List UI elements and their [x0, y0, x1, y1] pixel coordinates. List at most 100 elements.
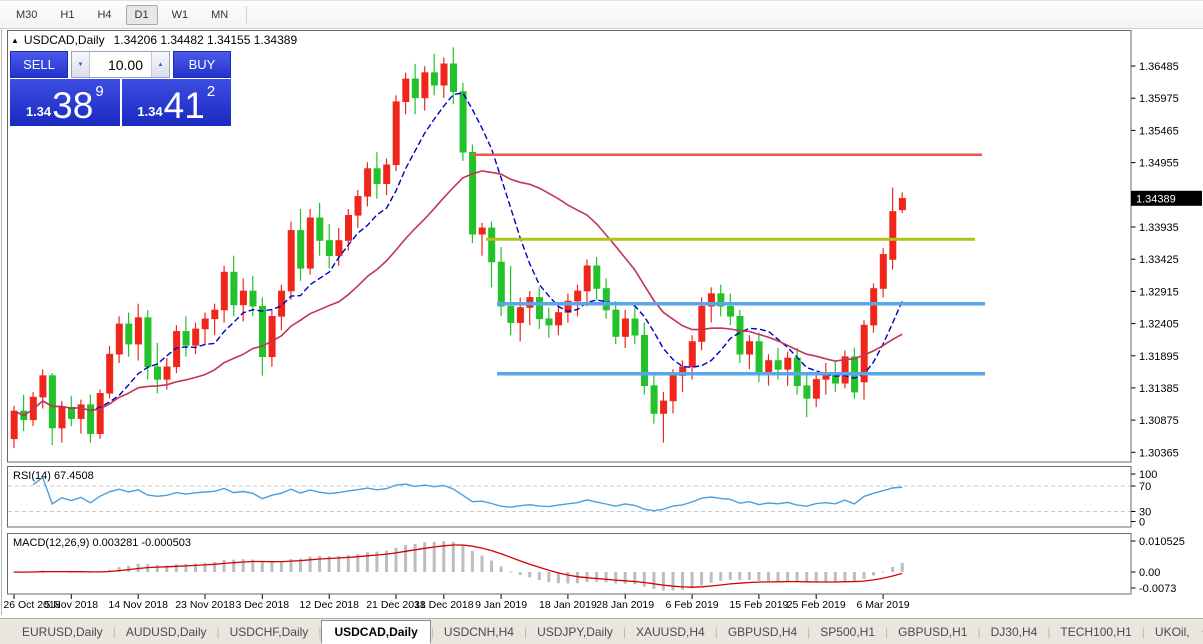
buy-price-pip: 2	[206, 83, 216, 100]
chart-tab-usdchf-daily[interactable]: USDCHF,Daily	[229, 624, 309, 639]
price-tick-label: 1.32915	[1139, 286, 1179, 298]
macd-histogram-bar	[308, 556, 312, 572]
current-price-tag: 1.34389	[1131, 190, 1202, 206]
macd-histogram-bar	[738, 572, 742, 581]
candle	[373, 168, 381, 185]
candle	[239, 290, 247, 306]
macd-histogram-bar	[681, 572, 684, 590]
candle	[555, 312, 563, 326]
macd-histogram-bar	[604, 572, 608, 583]
tab-separator: |	[1047, 624, 1051, 639]
timeframe-button-h4[interactable]: H4	[88, 5, 120, 25]
sell-price-display[interactable]: 1.34 38 9	[10, 79, 120, 126]
macd-histogram-bar	[299, 558, 302, 572]
slow-ma-line	[13, 170, 903, 417]
tab-scroll-left-icon[interactable]: ◄	[1200, 626, 1203, 637]
macd-histogram-bar	[423, 542, 427, 572]
timeframe-button-m30[interactable]: M30	[7, 5, 46, 25]
chart-tab-xauusd-h4[interactable]: XAUUSD,H4	[636, 624, 705, 639]
macd-histogram-bar	[346, 555, 350, 572]
chart-tab-tech100-h1[interactable]: TECH100,H1	[1060, 624, 1132, 639]
date-tick-label: 14 Nov 2018	[108, 599, 168, 611]
candle	[220, 271, 228, 311]
macd-indicator-label: MACD(12,26,9) 0.003281 -0.000503	[13, 537, 191, 549]
buy-button[interactable]: BUY	[173, 51, 231, 78]
horizontal-lines[interactable]	[472, 153, 985, 376]
sell-price-prefix: 1.34	[25, 104, 52, 119]
chart-tab-ukoil-[interactable]: UKOil,	[1154, 624, 1190, 639]
buy-price-prefix: 1.34	[137, 104, 163, 119]
macd-histogram-bar	[786, 572, 790, 581]
chart-title: ▲ USDCAD,Daily 1.34206 1.34482 1.34155 1…	[11, 33, 297, 47]
chart-tab-gbpusd-h1[interactable]: GBPUSD,H1	[898, 624, 968, 639]
candle	[679, 366, 687, 376]
sell-button[interactable]: SELL	[10, 51, 68, 78]
volume-input[interactable]: 10.00	[107, 56, 143, 73]
timeframe-button-w1[interactable]: W1	[163, 5, 198, 25]
chart-tab-usdcnh-h4[interactable]: USDCNH,H4	[443, 624, 514, 639]
chart-tab-eurusd-daily[interactable]: EURUSD,Daily	[22, 624, 103, 639]
macd-histogram-bar	[222, 559, 226, 572]
tab-separator: |	[112, 624, 116, 639]
candle	[134, 317, 142, 345]
collapse-triangle-icon[interactable]: ▲	[11, 35, 19, 45]
macd-histogram-bar	[862, 572, 866, 579]
candle	[125, 323, 133, 345]
chart-tab-audusd-daily[interactable]: AUDUSD,Daily	[125, 624, 207, 639]
candle	[621, 318, 629, 337]
buy-price-display[interactable]: 1.34 41 2	[121, 79, 231, 126]
chart-tab-gbpusd-h4[interactable]: GBPUSD,H4	[727, 624, 798, 639]
candle	[96, 392, 104, 434]
sell-price-big: 38	[52, 85, 94, 127]
chart-tab-usdjpy-daily[interactable]: USDJPY,Daily	[537, 624, 613, 639]
date-tick-label: 23 Nov 2018	[175, 599, 235, 611]
candle	[354, 196, 362, 216]
macd-histogram-bar	[805, 572, 809, 583]
sell-price-pip: 9	[95, 83, 104, 100]
macd-histogram-bar	[824, 572, 828, 583]
candle	[392, 101, 400, 166]
rsi-tick-label: 70	[1139, 481, 1151, 493]
candle	[39, 375, 47, 398]
chart-tab-dj30-h4[interactable]: DJ30,H4	[990, 624, 1038, 639]
volume-decrease-button[interactable]: ▼	[72, 52, 90, 77]
price-axis: 1.36485 1.35975 1.35465 1.34955 1.33935 1.334…	[1131, 61, 1179, 459]
macd-histogram-bar	[470, 551, 474, 572]
timeframe-toolbar: M30 H1 H4 D1 W1 MN	[0, 0, 1203, 29]
macd-histogram-bar	[480, 555, 484, 572]
chart-tab-sp500-h1[interactable]: SP500,H1	[820, 624, 875, 639]
macd-histogram-bar	[270, 562, 274, 572]
timeframe-button-d1[interactable]: D1	[125, 4, 158, 25]
macd-histogram-bar	[117, 567, 121, 572]
candle	[478, 227, 486, 235]
one-click-trading-panel: SELL ▼ 10.00 ▲ BUY 1.34 38 9 1.34 41	[10, 51, 231, 126]
chart-symbol-label: USDCAD,Daily	[23, 33, 105, 47]
macd-histogram-bar	[891, 567, 895, 572]
timeframe-button-h1[interactable]: H1	[51, 5, 83, 25]
macd-pane: 0.010525 0.00 -0.0073	[12, 536, 1185, 595]
macd-histogram-bar	[556, 572, 560, 584]
candle	[870, 288, 878, 326]
macd-histogram-bar	[413, 543, 417, 572]
current-price-label: 1.34389	[1136, 193, 1176, 205]
macd-signal-line	[13, 544, 903, 588]
macd-histogram-bar	[776, 572, 780, 582]
macd-histogram-bar	[642, 572, 646, 587]
macd-histogram-bar	[528, 572, 532, 578]
date-tick-label: 18 Jan 2019	[539, 599, 597, 611]
candle	[316, 217, 324, 241]
macd-histogram-bar	[900, 562, 904, 572]
macd-histogram-bar	[690, 572, 694, 589]
macd-histogram-bar	[709, 572, 713, 583]
price-tick-label: 1.34955	[1139, 158, 1179, 170]
tab-separator: |	[885, 624, 889, 639]
tab-separator: |	[807, 624, 811, 639]
price-tick-label: 1.30365	[1139, 447, 1179, 459]
timeframe-button-mn[interactable]: MN	[202, 5, 237, 25]
volume-increase-button[interactable]: ▲	[151, 52, 169, 77]
macd-histogram-bar	[795, 572, 799, 582]
chart-tab-usdcad-daily[interactable]: USDCAD,Daily	[321, 619, 431, 644]
